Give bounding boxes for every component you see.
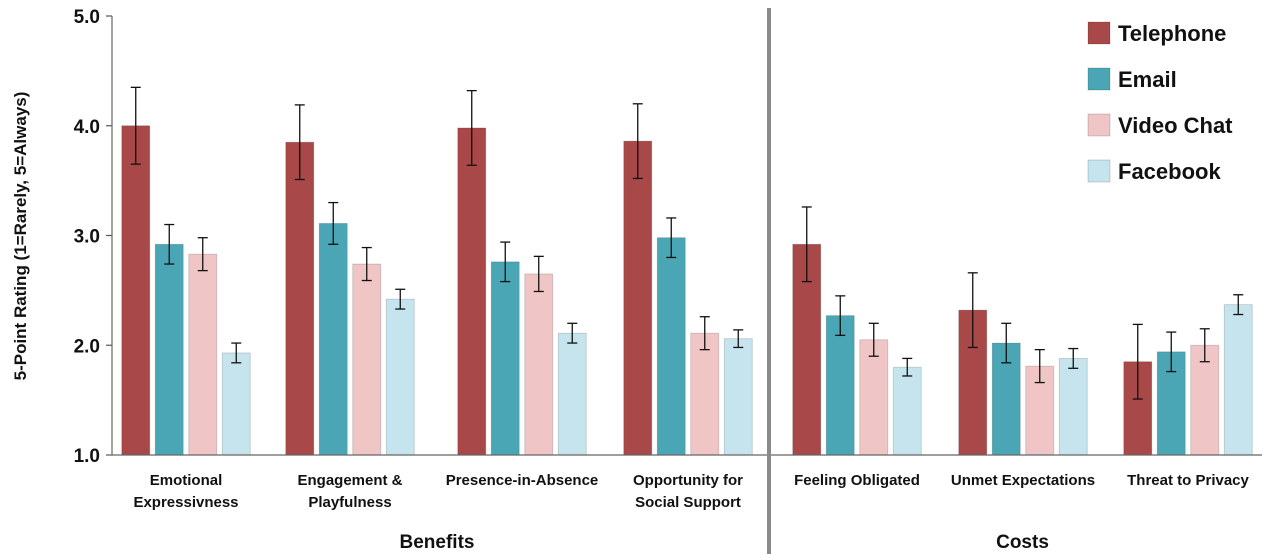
bar-video-chat bbox=[352, 263, 382, 456]
error-bar bbox=[466, 89, 477, 166]
bar-facebook bbox=[221, 352, 251, 456]
legend: Telephone Email Video Chat Facebook bbox=[1087, 21, 1233, 184]
bar-facebook bbox=[385, 298, 415, 456]
legend-swatch bbox=[1087, 113, 1111, 137]
bar-telephone bbox=[121, 125, 151, 456]
x-category-label: Emotional Expressivness bbox=[133, 472, 238, 511]
error-bar bbox=[733, 329, 744, 349]
y-axis-label: 5-Point Rating (1=Rarely, 5=Always) bbox=[11, 92, 30, 381]
bar-facebook bbox=[1223, 304, 1253, 456]
error-bar bbox=[967, 272, 978, 349]
y-tick-label: 2.0 bbox=[74, 336, 100, 357]
legend-swatch bbox=[1087, 67, 1111, 91]
legend-swatch bbox=[1087, 21, 1111, 45]
y-tick-label: 3.0 bbox=[74, 227, 100, 248]
error-bar bbox=[164, 223, 175, 265]
error-bar bbox=[1132, 323, 1143, 400]
error-bar bbox=[699, 316, 710, 351]
error-bar bbox=[1001, 322, 1012, 364]
error-bar bbox=[902, 357, 913, 377]
error-bar bbox=[328, 201, 339, 245]
bar-video-chat bbox=[690, 332, 720, 456]
legend-item-video-chat: Video Chat bbox=[1087, 113, 1233, 138]
error-bar bbox=[1068, 347, 1079, 369]
x-category-label: Engagement & Playfulness bbox=[297, 472, 402, 511]
legend-item-telephone: Telephone bbox=[1087, 21, 1226, 46]
bars bbox=[121, 86, 1253, 456]
x-axis-category-labels: Emotional Expressivness Engagement & Playfu… bbox=[133, 472, 1249, 511]
error-bar bbox=[500, 241, 511, 283]
legend-swatch bbox=[1087, 159, 1111, 183]
error-bar bbox=[1166, 331, 1177, 373]
legend-item-facebook: Facebook bbox=[1087, 159, 1221, 184]
bar-facebook bbox=[557, 332, 587, 456]
error-bar bbox=[666, 217, 677, 259]
error-bar bbox=[294, 104, 305, 181]
y-axis-title: 5-Point Rating (1=Rarely, 5=Always) bbox=[11, 92, 30, 381]
group-label-costs: Costs bbox=[996, 532, 1049, 553]
error-bar bbox=[361, 246, 372, 282]
error-bar bbox=[632, 103, 643, 180]
error-bar bbox=[868, 322, 879, 357]
bar-facebook bbox=[892, 366, 922, 456]
error-bar bbox=[130, 86, 141, 165]
error-bar bbox=[533, 255, 544, 293]
bar-email bbox=[490, 261, 520, 456]
bar-telephone bbox=[285, 141, 315, 456]
legend-label: Telephone bbox=[1118, 21, 1226, 46]
axes bbox=[111, 8, 1262, 554]
error-bar bbox=[231, 342, 242, 364]
bar-email bbox=[825, 315, 855, 456]
bar-telephone bbox=[623, 140, 653, 456]
error-bar bbox=[801, 206, 812, 283]
bar-facebook bbox=[723, 338, 753, 456]
bar-video-chat bbox=[524, 273, 554, 456]
x-category-label: Unmet Expectations bbox=[951, 472, 1095, 489]
y-tick-label: 5.0 bbox=[74, 7, 100, 28]
legend-label: Video Chat bbox=[1118, 113, 1233, 138]
error-bar bbox=[1034, 348, 1045, 384]
y-tick-label: 4.0 bbox=[74, 117, 100, 138]
error-bar bbox=[1199, 328, 1210, 363]
bar-video-chat bbox=[188, 253, 218, 456]
group-labels: Benefits Costs bbox=[400, 532, 1049, 553]
error-bar bbox=[567, 322, 578, 344]
group-label-benefits: Benefits bbox=[400, 532, 475, 553]
error-bar bbox=[1233, 294, 1244, 316]
bar-telephone bbox=[457, 127, 487, 456]
x-category-label: Opportunity for Social Support bbox=[633, 472, 743, 511]
y-axis-ticks: 1.0 2.0 3.0 4.0 5.0 bbox=[74, 7, 112, 467]
error-bar bbox=[835, 295, 846, 337]
bar-email bbox=[318, 223, 348, 456]
legend-item-email: Email bbox=[1087, 67, 1177, 92]
legend-label: Facebook bbox=[1118, 159, 1221, 184]
bar-email bbox=[991, 342, 1021, 456]
bar-video-chat bbox=[859, 339, 889, 456]
error-bar bbox=[197, 237, 208, 272]
bar-email bbox=[656, 237, 686, 456]
bar-email bbox=[154, 243, 184, 456]
x-category-label: Threat to Privacy bbox=[1127, 472, 1249, 489]
legend-label: Email bbox=[1118, 67, 1177, 92]
bar-facebook bbox=[1058, 358, 1088, 456]
x-category-label: Presence-in-Absence bbox=[446, 472, 599, 489]
y-tick-label: 1.0 bbox=[74, 446, 100, 467]
error-bar bbox=[395, 288, 406, 310]
x-category-label: Feeling Obligated bbox=[794, 472, 920, 489]
